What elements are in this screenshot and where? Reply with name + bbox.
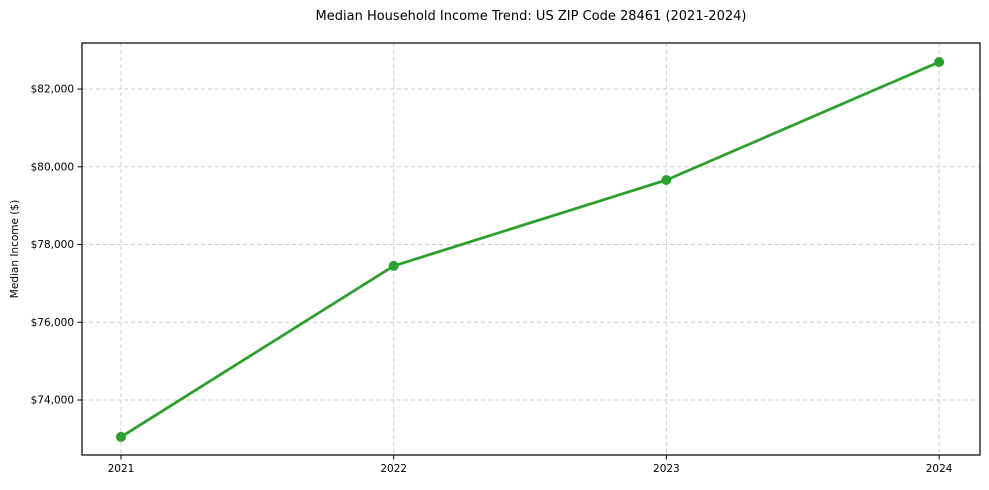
x-tick-label: 2024 <box>926 463 953 475</box>
data-point-2024 <box>934 57 945 68</box>
x-tick-label: 2021 <box>108 463 135 475</box>
data-point-2021 <box>115 431 126 442</box>
y-tick-label: $82,000 <box>31 84 74 96</box>
y-tick-label: $74,000 <box>31 395 74 407</box>
x-tick-label: 2023 <box>653 463 680 475</box>
data-point-2023 <box>661 175 672 186</box>
plot-border <box>81 42 981 456</box>
y-tick-label: $80,000 <box>31 161 74 173</box>
data-point-2022 <box>388 260 399 271</box>
chart-title: Median Household Income Trend: US ZIP Co… <box>315 9 747 24</box>
y-tick-label: $76,000 <box>31 317 74 329</box>
y-tick-label: $78,000 <box>31 239 74 251</box>
x-tick-label: 2022 <box>380 463 407 475</box>
trend-line <box>120 60 940 439</box>
